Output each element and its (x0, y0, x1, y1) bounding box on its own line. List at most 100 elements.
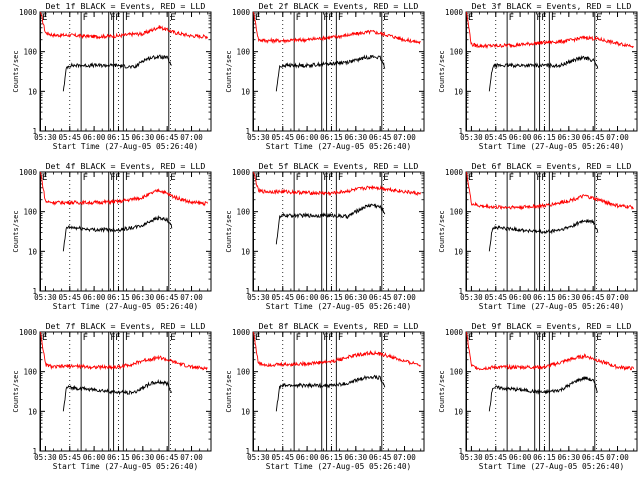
plot-frame (252, 11, 425, 132)
events-series-line (62, 378, 173, 412)
event-marker-label: F (328, 333, 333, 343)
y-tick-label: 100 (236, 48, 250, 57)
panel-title: Det 3f BLACK = Events, RED = LLD (472, 1, 632, 11)
event-marker-label: F (338, 173, 343, 183)
x-tick-label: 07:00 (393, 453, 416, 462)
event-marker-label: F (296, 13, 301, 23)
panel-title: Det 2f BLACK = Events, RED = LLD (259, 1, 419, 11)
x-tick-label: 06:45 (156, 133, 179, 142)
x-axis-label: Start Time (27-Aug-05 05:26:40) (479, 462, 625, 471)
y-axis-label: Counts/sec (438, 210, 446, 252)
plot-frame (465, 331, 638, 452)
x-tick-label: 06:45 (156, 293, 179, 302)
event-marker-label: E (596, 173, 601, 183)
y-tick-label: 100 (449, 368, 463, 377)
chart-panel: Det 2f BLACK = Events, RED = LLD 1 10 100 10… (225, 1, 425, 151)
x-axis-label: Start Time (27-Aug-05 05:26:40) (53, 462, 199, 471)
event-marker-label: E (383, 173, 388, 183)
y-tick-label: 100 (23, 368, 37, 377)
x-axis-label: Start Time (27-Aug-05 05:26:40) (266, 462, 412, 471)
event-marker-label: F (509, 13, 514, 23)
event-marker-label: F (551, 173, 556, 183)
x-axis-label: Start Time (27-Aug-05 05:26:40) (266, 302, 412, 311)
event-marker-label: F (541, 13, 546, 23)
y-tick-label: 10 (28, 407, 38, 416)
event-marker-label: F (536, 333, 541, 343)
event-marker-label: F (323, 173, 328, 183)
x-tick-label: 05:30 (460, 453, 483, 462)
plot-frame (39, 331, 212, 452)
x-tick-label: 05:45 (58, 133, 81, 142)
plot-frame (39, 171, 212, 292)
x-tick-label: 06:30 (558, 133, 581, 142)
event-marker-label: F (110, 333, 115, 343)
x-tick-label: 06:00 (83, 453, 106, 462)
x-tick-label: 06:15 (320, 133, 343, 142)
event-marker-label: E (596, 333, 601, 343)
x-tick-label: 07:00 (606, 293, 629, 302)
x-tick-label: 05:30 (247, 293, 270, 302)
y-tick-label: 1000 (19, 328, 38, 337)
x-tick-label: 06:45 (582, 453, 605, 462)
x-tick-label: 06:45 (369, 453, 392, 462)
y-tick-label: 1000 (19, 168, 38, 177)
x-tick-label: 07:00 (606, 133, 629, 142)
x-tick-label: 07:00 (606, 453, 629, 462)
event-marker-label: E (42, 13, 47, 23)
x-tick-label: 07:00 (393, 293, 416, 302)
y-tick-label: 10 (454, 407, 464, 416)
y-tick-label: 100 (23, 208, 37, 217)
x-tick-label: 06:45 (582, 133, 605, 142)
event-marker-label: F (83, 173, 88, 183)
y-tick-label: 1000 (232, 168, 251, 177)
panel-title: Det 1f BLACK = Events, RED = LLD (46, 1, 206, 11)
plot-frame (252, 331, 425, 452)
event-marker-label: F (296, 333, 301, 343)
events-series-line (488, 218, 599, 252)
y-tick-label: 100 (449, 48, 463, 57)
event-marker-label: E (383, 13, 388, 23)
x-tick-label: 05:45 (271, 453, 294, 462)
y-tick-label: 100 (236, 208, 250, 217)
chart-panel: Det 4f BLACK = Events, RED = LLD 1 10 100 10… (12, 161, 212, 311)
lld-series-line (40, 11, 209, 40)
event-marker-label: F (125, 173, 130, 183)
event-marker-label: F (338, 13, 343, 23)
x-tick-label: 07:00 (180, 133, 203, 142)
event-marker-label: F (551, 13, 556, 23)
panel-title: Det 7f BLACK = Events, RED = LLD (46, 321, 206, 331)
x-axis-label: Start Time (27-Aug-05 05:26:40) (266, 142, 412, 151)
event-marker-label: E (468, 333, 473, 343)
panel-title: Det 5f BLACK = Events, RED = LLD (259, 161, 419, 171)
plot-frame (465, 171, 638, 292)
x-tick-label: 06:30 (132, 453, 155, 462)
events-series-line (488, 376, 598, 412)
panel-title: Det 9f BLACK = Events, RED = LLD (472, 321, 632, 331)
y-axis-label: Counts/sec (225, 50, 233, 92)
event-marker-label: E (42, 173, 47, 183)
x-tick-label: 06:00 (296, 293, 319, 302)
x-axis-label: Start Time (27-Aug-05 05:26:40) (479, 302, 625, 311)
y-tick-label: 10 (241, 247, 251, 256)
y-tick-label: 1000 (445, 168, 464, 177)
y-tick-label: 1 (245, 447, 250, 456)
x-tick-label: 05:45 (271, 293, 294, 302)
y-tick-label: 10 (454, 247, 464, 256)
event-marker-label: F (536, 173, 541, 183)
y-axis-label: Counts/sec (12, 370, 20, 412)
chart-panel: Det 9f BLACK = Events, RED = LLD 1 10 100 10… (438, 321, 638, 471)
event-marker-label: F (541, 333, 546, 343)
x-tick-label: 07:00 (393, 133, 416, 142)
chart-panel: Det 7f BLACK = Events, RED = LLD 1 10 100 10… (12, 321, 212, 471)
event-marker-label: F (296, 173, 301, 183)
event-marker-label: F (110, 173, 115, 183)
lld-series-line (466, 331, 635, 372)
event-marker-label: F (328, 13, 333, 23)
panel-title: Det 6f BLACK = Events, RED = LLD (472, 161, 632, 171)
x-tick-label: 05:30 (34, 453, 57, 462)
plot-frame (465, 11, 638, 132)
chart-panel: Det 6f BLACK = Events, RED = LLD 1 10 100 10… (438, 161, 638, 311)
y-tick-label: 10 (28, 87, 38, 96)
y-tick-label: 10 (241, 407, 251, 416)
y-axis-label: Counts/sec (12, 50, 20, 92)
